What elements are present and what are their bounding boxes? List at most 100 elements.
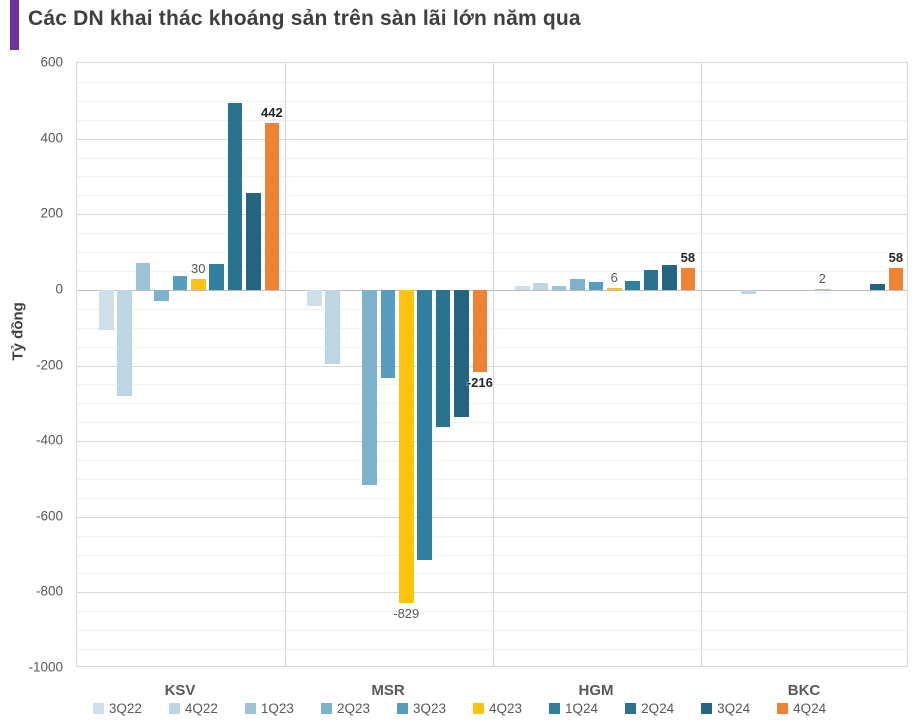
gridline-minor — [77, 327, 907, 329]
legend-item-2Q24: 2Q24 — [625, 701, 674, 716]
data-label-4Q24-KSV: 442 — [260, 104, 283, 120]
bar-4Q23-BKC — [815, 289, 830, 291]
gridline-minor — [77, 478, 907, 480]
gridline-major — [77, 441, 907, 443]
bar-4Q23-MSR — [399, 289, 414, 604]
gridline-minor — [77, 630, 907, 632]
legend-swatch-2Q24 — [625, 703, 637, 714]
bar-3Q23-HGM — [588, 282, 604, 290]
bar-2Q24-HGM — [643, 269, 659, 290]
bar-3Q24-BKC — [870, 283, 885, 290]
data-label-4Q23-MSR: -829 — [393, 606, 420, 622]
bar-3Q22-KSV — [99, 289, 114, 330]
bar-4Q24-KSV — [264, 122, 280, 290]
legend-item-4Q23: 4Q23 — [473, 701, 522, 716]
gridline-minor — [77, 157, 907, 159]
bar-4Q23-HGM — [607, 287, 622, 290]
gridline-minor — [77, 403, 907, 405]
y-axis-tick-label: -400 — [35, 432, 63, 448]
legend-label-3Q23: 3Q23 — [412, 701, 446, 716]
legend-label-2Q24: 2Q24 — [641, 701, 675, 716]
category-label-BKC: BKC — [787, 682, 821, 699]
gridline-minor — [77, 384, 907, 386]
bar-4Q24-MSR — [472, 289, 488, 372]
gridline-major — [77, 365, 907, 367]
y-axis-title: Tỷ đồng — [9, 302, 27, 361]
bar-3Q24-MSR — [454, 289, 469, 417]
legend-swatch-4Q23 — [473, 703, 484, 714]
bar-4Q24-BKC — [888, 267, 904, 290]
chart-legend: 3Q22 4Q22 1Q23 2Q23 3Q23 4Q23 1Q24 2Q24 3Q24 4Q24 — [0, 701, 919, 716]
zero-line — [77, 289, 907, 291]
category-separator-line — [285, 63, 286, 666]
gridline-minor — [77, 252, 907, 254]
bar-2Q23-KSV — [154, 289, 169, 302]
gridline-minor — [77, 649, 907, 651]
y-axis-tick-label: -1000 — [28, 659, 63, 675]
gridline-minor — [77, 346, 907, 348]
gridline-minor — [77, 270, 907, 272]
data-label-4Q24-MSR: -216 — [466, 374, 493, 390]
data-label-4Q23-HGM: 6 — [610, 269, 618, 285]
gridline-minor — [77, 308, 907, 310]
gridline-minor — [77, 81, 907, 83]
bar-4Q24-HGM — [680, 267, 696, 290]
gridline-minor — [77, 422, 907, 424]
legend-label-2Q23: 2Q23 — [336, 701, 370, 716]
legend-item-3Q23: 3Q23 — [396, 701, 446, 716]
gridline-minor — [77, 573, 907, 575]
title-accent-bar — [10, 0, 19, 50]
gridline-minor — [77, 119, 907, 121]
legend-swatch-1Q23 — [244, 703, 256, 714]
data-label-4Q24-BKC: 58 — [888, 249, 904, 265]
legend-swatch-4Q24 — [777, 703, 789, 714]
bar-4Q22-BKC — [741, 289, 756, 294]
gridline-major — [77, 138, 907, 140]
bar-1Q24-KSV — [209, 264, 224, 290]
category-label-KSV: KSV — [164, 682, 196, 699]
bar-4Q22-HGM — [533, 283, 548, 290]
gridline-major — [77, 214, 907, 216]
bar-3Q23-KSV — [172, 275, 188, 290]
legend-label-1Q23: 1Q23 — [260, 701, 294, 716]
bar-4Q22-KSV — [117, 289, 132, 396]
legend-swatch-2Q23 — [320, 703, 332, 714]
bar-3Q22-MSR — [307, 289, 322, 307]
category-separator-line — [701, 63, 702, 666]
bar-1Q23-KSV — [135, 262, 151, 290]
data-label-4Q23-BKC: 2 — [818, 271, 826, 287]
gridline-minor — [77, 233, 907, 235]
legend-item-3Q24: 3Q24 — [701, 701, 750, 716]
bar-1Q24-MSR — [417, 289, 432, 561]
legend-label-1Q24: 1Q24 — [565, 701, 599, 716]
bar-2Q24-KSV — [227, 102, 243, 290]
plot-area: 30 -829 6 2 442 -216 58 58 — [76, 62, 908, 667]
category-separator-line — [493, 63, 494, 666]
legend-label-3Q24: 3Q24 — [717, 701, 751, 716]
y-axis-tick-label: -800 — [35, 583, 63, 599]
y-axis-tick-label: 600 — [40, 54, 63, 70]
bar-2Q23-HGM — [570, 279, 585, 290]
bar-3Q24-KSV — [246, 193, 261, 290]
legend-item-1Q23: 1Q23 — [244, 701, 294, 716]
gridline-minor — [77, 554, 907, 556]
bar-1Q24-HGM — [625, 280, 640, 290]
gridline-major — [77, 592, 907, 594]
legend-item-4Q22: 4Q22 — [168, 701, 218, 716]
gridline-minor — [77, 535, 907, 537]
gridline-minor — [77, 460, 907, 462]
legend-label-4Q22: 4Q22 — [184, 701, 218, 716]
gridline-minor — [77, 611, 907, 613]
bar-4Q22-MSR — [325, 289, 340, 364]
legend-item-4Q24: 4Q24 — [777, 701, 826, 716]
bar-3Q22-HGM — [515, 286, 530, 290]
legend-swatch-4Q22 — [168, 703, 180, 714]
y-axis-tick-label: -200 — [35, 357, 63, 372]
category-label-HGM: HGM — [578, 682, 614, 699]
y-axis-tick-label: 0 — [55, 281, 63, 297]
gridline-minor — [77, 176, 907, 178]
legend-item-1Q24: 1Q24 — [549, 701, 598, 716]
gridline-minor — [77, 195, 907, 197]
data-label-4Q24-HGM: 58 — [680, 249, 696, 265]
